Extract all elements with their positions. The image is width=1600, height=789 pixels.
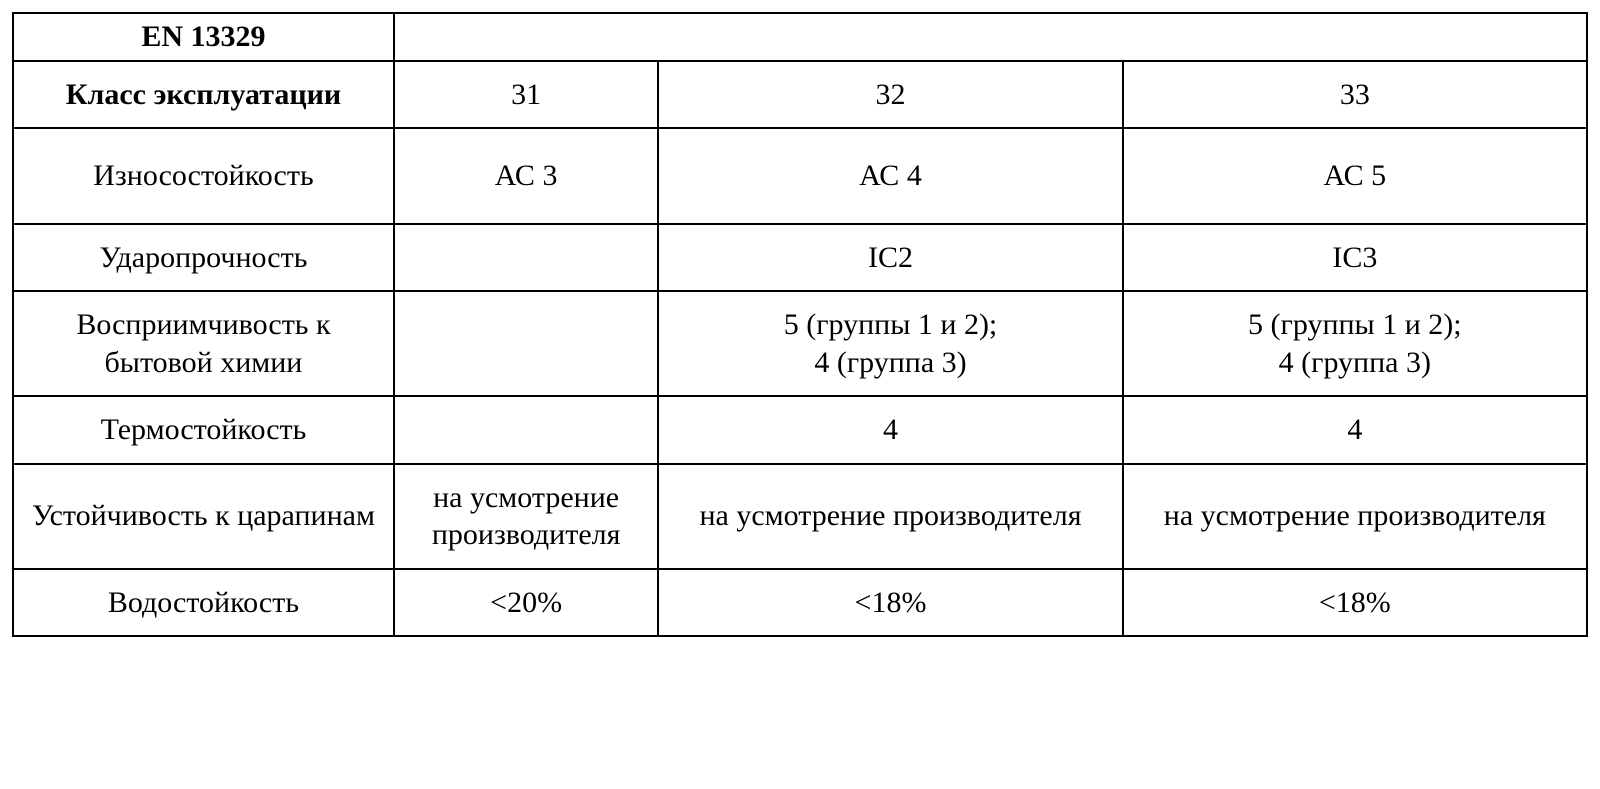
cell: на усмотрение производителя [658,464,1122,569]
cell: 31 [394,61,658,129]
table-row: Износостойкость АС 3 АС 4 АС 5 [13,128,1587,224]
table-row: Термостойкость 4 4 [13,396,1587,464]
table-row: Водостойкость <20% <18% <18% [13,569,1587,637]
standard-label-cell: EN 13329 [13,13,394,61]
cell: 33 [1123,61,1587,129]
row-label: Водостойкость [13,569,394,637]
cell: 4 [1123,396,1587,464]
row-label: Восприимчивость к бытовой химии [13,291,394,396]
cell [394,396,658,464]
cell: АС 3 [394,128,658,224]
table-row: Восприимчивость к бытовой химии 5 (групп… [13,291,1587,396]
row-label: Класс эксплуатации [13,61,394,129]
table-row: Класс эксплуатации 31 32 33 [13,61,1587,129]
cell [394,291,658,396]
row-label: Ударопрочность [13,224,394,292]
cell: 5 (группы 1 и 2);4 (группа 3) [658,291,1122,396]
cell: IC2 [658,224,1122,292]
cell: 4 [658,396,1122,464]
table-row: Ударопрочность IC2 IC3 [13,224,1587,292]
cell: IC3 [1123,224,1587,292]
table-row: Устойчивость к царапинам на усмотрение п… [13,464,1587,569]
row-label: Устойчивость к царапинам [13,464,394,569]
spec-table: EN 13329 Класс эксплуатации 31 32 33 Изн… [12,12,1588,637]
cell: <18% [658,569,1122,637]
cell: <20% [394,569,658,637]
cell: <18% [1123,569,1587,637]
cell: 5 (группы 1 и 2);4 (группа 3) [1123,291,1587,396]
cell: АС 5 [1123,128,1587,224]
row-label: Термостойкость [13,396,394,464]
row-label: Износостойкость [13,128,394,224]
cell [394,224,658,292]
header-empty-cell [394,13,1587,61]
cell: 32 [658,61,1122,129]
cell: на усмотрение производителя [1123,464,1587,569]
cell: АС 4 [658,128,1122,224]
cell: на усмотрение производителя [394,464,658,569]
table-header-row: EN 13329 [13,13,1587,61]
